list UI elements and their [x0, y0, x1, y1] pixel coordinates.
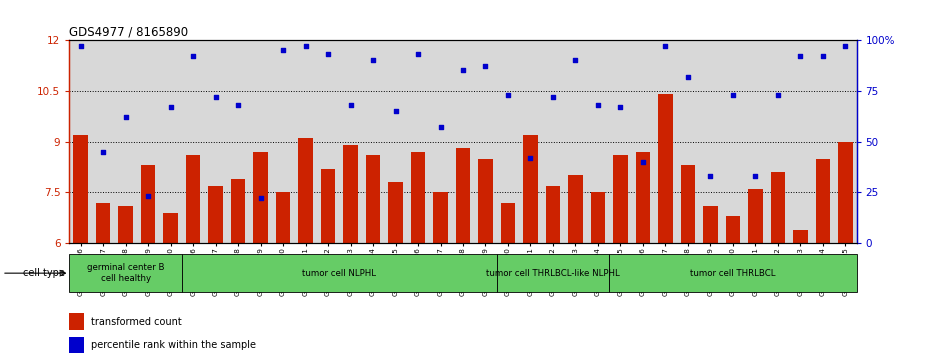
- Point: [770, 92, 785, 98]
- Bar: [181, 254, 496, 292]
- Text: tumor cell THRLBCL: tumor cell THRLBCL: [690, 269, 776, 278]
- Bar: [141, 165, 156, 243]
- Bar: [726, 216, 740, 243]
- Bar: [658, 94, 672, 243]
- Bar: [681, 165, 695, 243]
- Bar: [344, 145, 357, 243]
- Point: [681, 74, 695, 79]
- Bar: [208, 185, 223, 243]
- Bar: [501, 203, 515, 243]
- Point: [141, 193, 156, 199]
- Point: [119, 114, 133, 120]
- Bar: [591, 192, 606, 243]
- Point: [613, 104, 628, 110]
- Bar: [254, 152, 268, 243]
- Bar: [119, 206, 133, 243]
- Bar: [298, 138, 313, 243]
- Bar: [478, 159, 493, 243]
- Point: [523, 155, 538, 161]
- Point: [298, 43, 313, 49]
- Point: [186, 53, 201, 59]
- Point: [276, 47, 291, 53]
- Bar: [433, 192, 448, 243]
- Point: [725, 92, 740, 98]
- Point: [388, 108, 403, 114]
- Point: [635, 159, 650, 165]
- Bar: [793, 230, 807, 243]
- Bar: [186, 155, 200, 243]
- Bar: [838, 142, 853, 243]
- Text: percentile rank within the sample: percentile rank within the sample: [92, 340, 257, 350]
- Bar: [231, 179, 245, 243]
- Bar: [69, 313, 83, 330]
- Point: [478, 64, 493, 69]
- Point: [748, 173, 763, 179]
- Point: [793, 53, 807, 59]
- Bar: [523, 135, 538, 243]
- Bar: [366, 155, 381, 243]
- Point: [658, 43, 673, 49]
- Text: germinal center B
cell healthy: germinal center B cell healthy: [87, 264, 165, 283]
- Point: [253, 196, 268, 201]
- Bar: [748, 189, 763, 243]
- Bar: [569, 175, 582, 243]
- Text: transformed count: transformed count: [92, 317, 182, 327]
- Bar: [320, 169, 335, 243]
- Bar: [635, 152, 650, 243]
- Bar: [69, 254, 181, 292]
- Bar: [496, 254, 609, 292]
- Point: [838, 43, 853, 49]
- Bar: [73, 135, 88, 243]
- Bar: [69, 337, 83, 354]
- Bar: [770, 172, 785, 243]
- Text: GDS4977 / 8165890: GDS4977 / 8165890: [69, 26, 189, 39]
- Point: [344, 102, 358, 108]
- Bar: [816, 159, 830, 243]
- Bar: [276, 192, 291, 243]
- Text: tumor cell THRLBCL-like NLPHL: tumor cell THRLBCL-like NLPHL: [486, 269, 619, 278]
- Point: [73, 43, 88, 49]
- Point: [456, 68, 470, 73]
- Point: [703, 173, 718, 179]
- Bar: [388, 182, 403, 243]
- Bar: [96, 203, 110, 243]
- Bar: [163, 213, 178, 243]
- Point: [433, 125, 448, 130]
- Point: [208, 94, 223, 100]
- Point: [163, 104, 178, 110]
- Bar: [456, 148, 470, 243]
- Bar: [411, 152, 425, 243]
- Point: [410, 51, 425, 57]
- Text: cell type: cell type: [23, 268, 65, 278]
- Text: tumor cell NLPHL: tumor cell NLPHL: [302, 269, 376, 278]
- Point: [591, 102, 606, 108]
- Point: [816, 53, 831, 59]
- Point: [568, 57, 582, 63]
- Bar: [545, 185, 560, 243]
- Point: [366, 57, 381, 63]
- Point: [95, 149, 110, 155]
- Point: [231, 102, 245, 108]
- Bar: [609, 254, 857, 292]
- Bar: [613, 155, 628, 243]
- Point: [320, 51, 335, 57]
- Point: [545, 94, 560, 100]
- Bar: [703, 206, 718, 243]
- Point: [501, 92, 516, 98]
